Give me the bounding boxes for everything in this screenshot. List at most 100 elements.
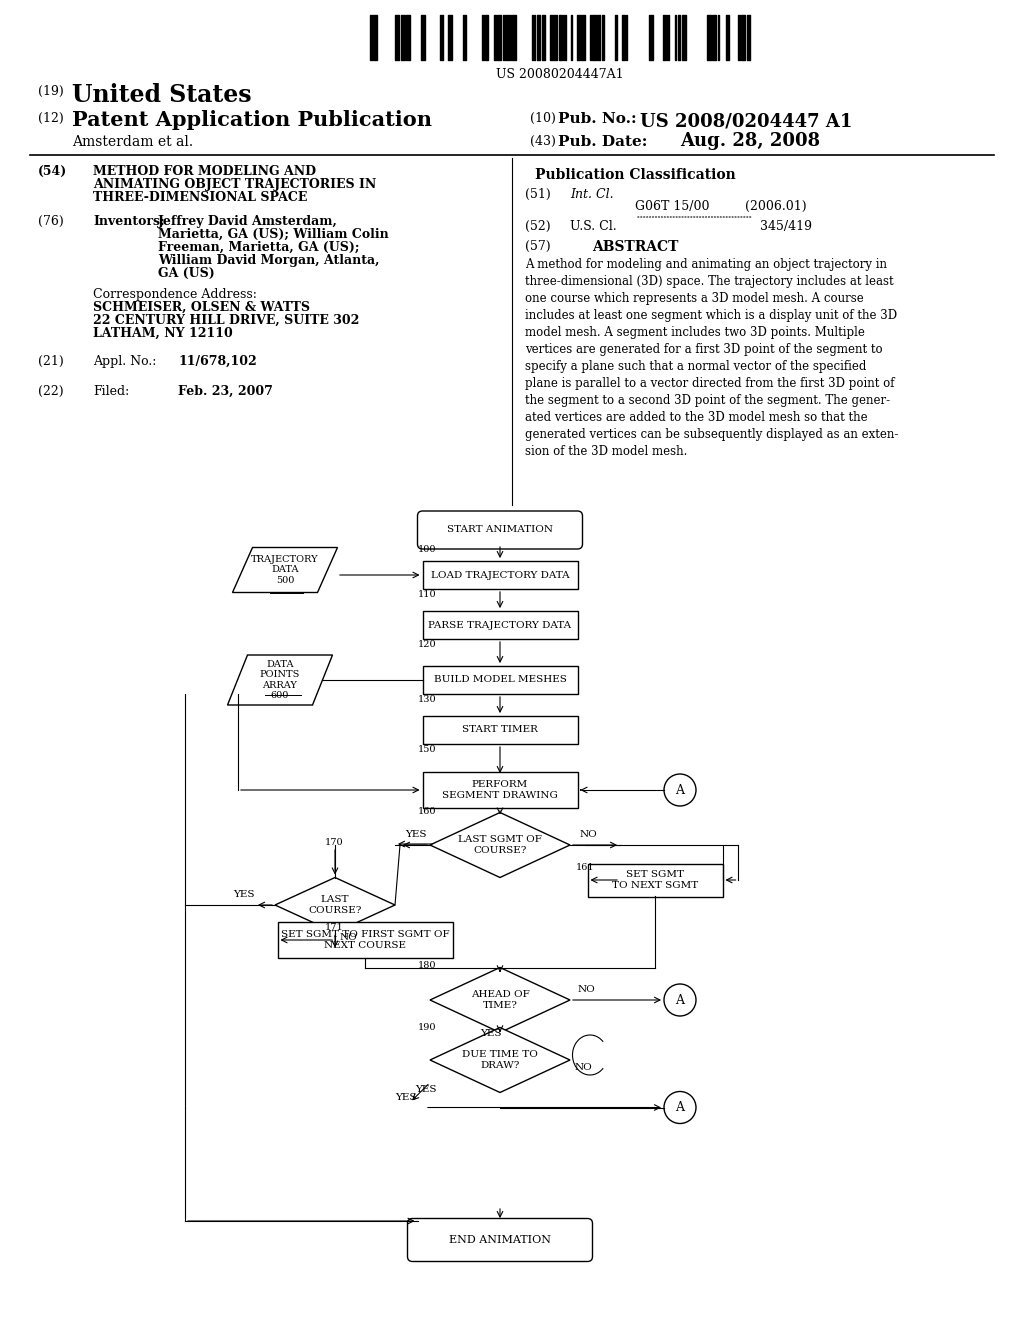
FancyBboxPatch shape <box>423 715 578 744</box>
Text: DUE TIME TO
DRAW?: DUE TIME TO DRAW? <box>462 1051 538 1069</box>
Text: Filed:: Filed: <box>93 385 129 399</box>
Text: LATHAM, NY 12110: LATHAM, NY 12110 <box>93 327 232 341</box>
Text: ABSTRACT: ABSTRACT <box>592 240 678 253</box>
Text: SCHMEISER, OLSEN & WATTS: SCHMEISER, OLSEN & WATTS <box>93 301 310 314</box>
Text: (43): (43) <box>530 135 556 148</box>
Text: (2006.01): (2006.01) <box>745 201 807 213</box>
Text: 150: 150 <box>418 744 436 754</box>
Text: YES: YES <box>233 890 255 899</box>
FancyBboxPatch shape <box>423 611 578 639</box>
Text: (19): (19) <box>38 84 63 98</box>
Text: SET SGMT TO FIRST SGMT OF
NEXT COURSE: SET SGMT TO FIRST SGMT OF NEXT COURSE <box>281 931 450 949</box>
FancyBboxPatch shape <box>278 921 453 958</box>
Text: 11/678,102: 11/678,102 <box>178 355 257 368</box>
Text: LAST
COURSE?: LAST COURSE? <box>308 895 361 915</box>
Text: A: A <box>676 784 684 796</box>
Polygon shape <box>227 655 333 705</box>
Text: TRAJECTORY
DATA
500: TRAJECTORY DATA 500 <box>251 556 318 585</box>
Text: US 20080204447A1: US 20080204447A1 <box>497 69 624 81</box>
Text: A: A <box>676 1101 684 1114</box>
Circle shape <box>664 1092 696 1123</box>
Text: YES: YES <box>415 1085 436 1094</box>
Text: Correspondence Address:: Correspondence Address: <box>93 288 257 301</box>
Text: Marietta, GA (US); William Colin: Marietta, GA (US); William Colin <box>158 228 389 242</box>
Text: AHEAD OF
TIME?: AHEAD OF TIME? <box>471 990 529 1010</box>
Polygon shape <box>430 1027 570 1093</box>
Text: (76): (76) <box>38 215 63 228</box>
Polygon shape <box>430 968 570 1032</box>
Text: 110: 110 <box>418 590 436 599</box>
Text: Amsterdam et al.: Amsterdam et al. <box>72 135 194 149</box>
Text: NO: NO <box>340 933 357 942</box>
Text: US 2008/0204447 A1: US 2008/0204447 A1 <box>640 112 852 129</box>
Text: Aug. 28, 2008: Aug. 28, 2008 <box>680 132 820 150</box>
Text: 22 CENTURY HILL DRIVE, SUITE 302: 22 CENTURY HILL DRIVE, SUITE 302 <box>93 314 359 327</box>
Text: Patent Application Publication: Patent Application Publication <box>72 110 432 129</box>
Text: (54): (54) <box>38 165 68 178</box>
Text: Appl. No.:: Appl. No.: <box>93 355 157 368</box>
Text: 180: 180 <box>418 961 436 969</box>
Text: 190: 190 <box>418 1023 436 1031</box>
Text: Freeman, Marietta, GA (US);: Freeman, Marietta, GA (US); <box>158 242 359 253</box>
Text: METHOD FOR MODELING AND: METHOD FOR MODELING AND <box>93 165 316 178</box>
Text: THREE-DIMENSIONAL SPACE: THREE-DIMENSIONAL SPACE <box>93 191 307 205</box>
Text: A: A <box>676 994 684 1006</box>
Text: ANIMATING OBJECT TRAJECTORIES IN: ANIMATING OBJECT TRAJECTORIES IN <box>93 178 376 191</box>
Text: END ANIMATION: END ANIMATION <box>449 1236 551 1245</box>
Text: William David Morgan, Atlanta,: William David Morgan, Atlanta, <box>158 253 380 267</box>
Text: Jeffrey David Amsterdam,: Jeffrey David Amsterdam, <box>158 215 338 228</box>
Text: YES: YES <box>406 830 427 840</box>
Text: (22): (22) <box>38 385 63 399</box>
Text: DATA
POINTS
ARRAY
600: DATA POINTS ARRAY 600 <box>260 660 300 700</box>
Text: START ANIMATION: START ANIMATION <box>447 525 553 535</box>
Text: Feb. 23, 2007: Feb. 23, 2007 <box>178 385 272 399</box>
Text: Publication Classification: Publication Classification <box>535 168 735 182</box>
Text: NO: NO <box>580 830 598 840</box>
Text: LOAD TRAJECTORY DATA: LOAD TRAJECTORY DATA <box>431 570 569 579</box>
Text: (57): (57) <box>525 240 551 253</box>
Text: 171: 171 <box>325 923 344 932</box>
Text: U.S. Cl.: U.S. Cl. <box>570 220 616 234</box>
Text: 345/419: 345/419 <box>760 220 812 234</box>
Text: NO: NO <box>578 985 596 994</box>
Circle shape <box>664 774 696 807</box>
FancyBboxPatch shape <box>423 667 578 694</box>
Text: G06T 15/00: G06T 15/00 <box>635 201 710 213</box>
Text: (21): (21) <box>38 355 63 368</box>
Text: 170: 170 <box>325 838 344 847</box>
Text: BUILD MODEL MESHES: BUILD MODEL MESHES <box>433 676 566 685</box>
Text: Pub. Date:: Pub. Date: <box>558 135 647 149</box>
Text: START TIMER: START TIMER <box>462 726 538 734</box>
Text: Inventors:: Inventors: <box>93 215 165 228</box>
Circle shape <box>664 983 696 1016</box>
FancyBboxPatch shape <box>418 511 583 549</box>
Text: (10): (10) <box>530 112 556 125</box>
Text: A method for modeling and animating an object trajectory in
three-dimensional (3: A method for modeling and animating an o… <box>525 257 898 458</box>
Text: 160: 160 <box>418 807 436 816</box>
Text: Int. Cl.: Int. Cl. <box>570 187 613 201</box>
Text: YES: YES <box>480 1028 502 1038</box>
Polygon shape <box>275 878 395 932</box>
Text: 161: 161 <box>575 863 594 873</box>
Polygon shape <box>232 548 338 593</box>
Text: YES: YES <box>395 1093 417 1101</box>
FancyBboxPatch shape <box>408 1218 593 1262</box>
FancyBboxPatch shape <box>423 561 578 589</box>
Text: PERFORM
SEGMENT DRAWING: PERFORM SEGMENT DRAWING <box>442 780 558 800</box>
Text: (52): (52) <box>525 220 551 234</box>
FancyBboxPatch shape <box>588 863 723 896</box>
Text: (51): (51) <box>525 187 551 201</box>
Text: GA (US): GA (US) <box>158 267 215 280</box>
Text: PARSE TRAJECTORY DATA: PARSE TRAJECTORY DATA <box>428 620 571 630</box>
FancyBboxPatch shape <box>423 772 578 808</box>
Text: NO: NO <box>575 1063 593 1072</box>
Text: United States: United States <box>72 83 252 107</box>
Text: 120: 120 <box>418 640 436 649</box>
Text: LAST SGMT OF
COURSE?: LAST SGMT OF COURSE? <box>458 836 542 855</box>
Polygon shape <box>430 813 570 878</box>
Text: 130: 130 <box>418 696 436 704</box>
Text: 100: 100 <box>418 545 436 554</box>
Text: Pub. No.:: Pub. No.: <box>558 112 637 125</box>
Text: SET SGMT
TO NEXT SGMT: SET SGMT TO NEXT SGMT <box>612 870 698 890</box>
Text: (12): (12) <box>38 112 63 125</box>
